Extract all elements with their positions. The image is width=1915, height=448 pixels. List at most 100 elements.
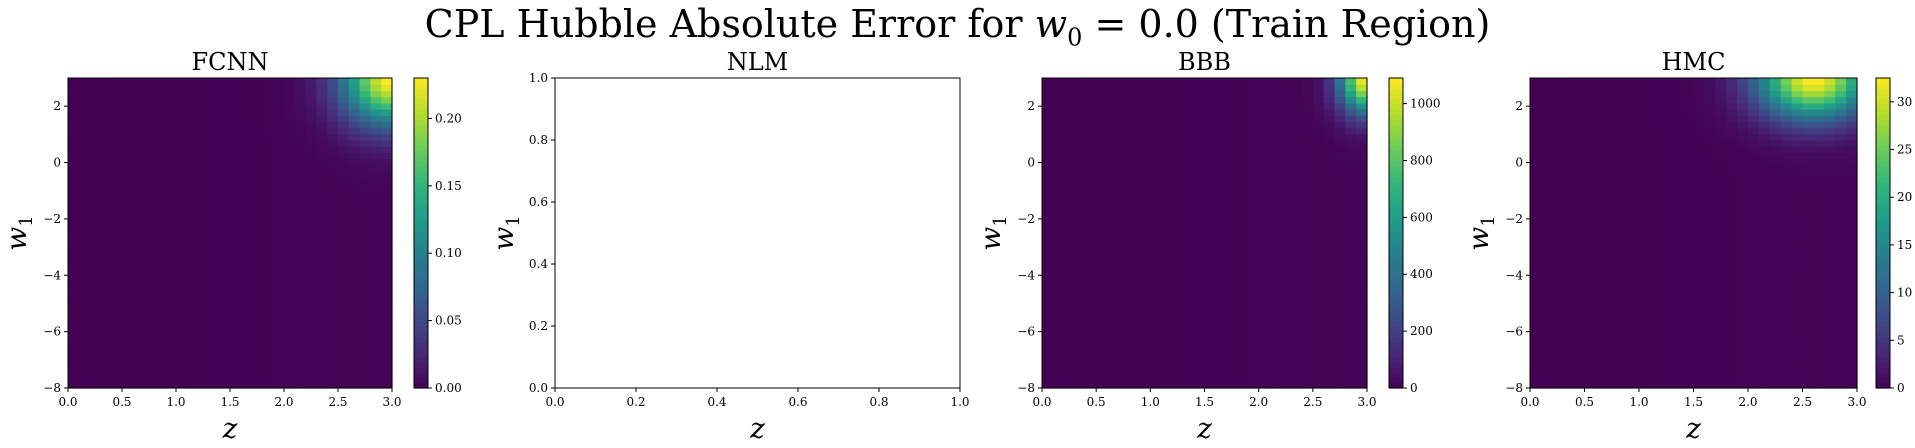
heatmap-cell bbox=[176, 177, 188, 184]
colorbar-segment bbox=[1389, 326, 1403, 332]
heatmap-cell bbox=[1835, 152, 1847, 160]
heatmap-cell bbox=[1258, 146, 1271, 153]
heatmap-cell bbox=[1150, 183, 1162, 191]
heatmap-cell bbox=[1584, 171, 1596, 178]
heatmap-cell bbox=[1356, 115, 1368, 122]
heatmap-cell bbox=[111, 226, 123, 234]
heatmap-cell bbox=[1247, 295, 1260, 302]
heatmap-cell bbox=[1334, 183, 1346, 191]
heatmap-cell bbox=[1161, 332, 1173, 339]
heatmap-cell bbox=[176, 332, 188, 339]
heatmap-cell bbox=[1117, 245, 1130, 253]
heatmap-cell bbox=[1128, 369, 1141, 377]
heatmap-cell bbox=[316, 189, 328, 197]
heatmap-cell bbox=[208, 350, 220, 358]
heatmap-cell bbox=[1562, 319, 1575, 327]
heatmap-cell bbox=[1291, 350, 1303, 358]
heatmap-cell bbox=[348, 233, 361, 240]
heatmap-cell bbox=[1215, 146, 1227, 153]
heatmap-cell bbox=[1540, 171, 1553, 178]
heatmap-cell bbox=[1302, 90, 1314, 98]
heatmap-cell bbox=[78, 375, 91, 383]
heatmap-cell bbox=[1693, 338, 1705, 346]
heatmap-cell bbox=[1150, 133, 1162, 141]
heatmap-cell bbox=[327, 357, 339, 364]
heatmap-cell bbox=[1150, 344, 1162, 352]
heatmap-cell bbox=[154, 177, 166, 184]
heatmap-cell bbox=[1258, 369, 1271, 377]
heatmap-cell bbox=[1172, 109, 1184, 116]
heatmap-cell bbox=[1737, 164, 1749, 172]
heatmap-cell bbox=[1323, 233, 1336, 240]
heatmap-cell bbox=[1802, 239, 1814, 246]
heatmap-cell bbox=[176, 363, 188, 370]
heatmap-cell bbox=[186, 350, 199, 358]
heatmap-cell bbox=[294, 381, 307, 389]
heatmap-cell bbox=[1052, 357, 1065, 364]
heatmap-cell bbox=[1237, 171, 1249, 178]
heatmap-cell bbox=[68, 313, 80, 321]
y-tick-label: −8 bbox=[43, 381, 61, 395]
heatmap-cell bbox=[1323, 90, 1336, 98]
heatmap-cell bbox=[1107, 146, 1119, 153]
heatmap-cell bbox=[1334, 264, 1346, 271]
heatmap-cell bbox=[1562, 133, 1575, 141]
heatmap-cell bbox=[1726, 270, 1738, 277]
colorbar-segment bbox=[1389, 233, 1403, 239]
colorbar-segment bbox=[1876, 78, 1890, 84]
heatmap-cell bbox=[1323, 78, 1336, 85]
x-tick-label: 0.4 bbox=[707, 395, 726, 409]
heatmap-cell bbox=[1345, 189, 1357, 197]
heatmap-cell bbox=[1107, 369, 1119, 377]
heatmap-cell bbox=[1258, 220, 1271, 228]
heatmap-cell bbox=[1215, 338, 1227, 346]
heatmap-cell bbox=[1835, 140, 1847, 147]
heatmap-cell bbox=[273, 78, 285, 85]
heatmap-cell bbox=[1791, 239, 1804, 246]
heatmap-cell bbox=[68, 202, 80, 209]
heatmap-cell bbox=[1139, 326, 1151, 333]
heatmap-cell bbox=[1540, 338, 1553, 346]
heatmap-cell bbox=[1813, 350, 1825, 358]
heatmap-cell bbox=[1802, 344, 1814, 352]
heatmap-cell bbox=[1063, 226, 1076, 234]
heatmap-cell bbox=[154, 344, 166, 352]
heatmap-cell bbox=[1584, 369, 1596, 377]
heatmap-cell bbox=[348, 115, 361, 122]
heatmap-cell bbox=[1758, 233, 1771, 240]
heatmap-cell bbox=[1715, 233, 1727, 240]
figure-title-text: CPL Hubble Absolute Error for bbox=[424, 2, 1035, 46]
heatmap-cell bbox=[111, 171, 123, 178]
heatmap-cell bbox=[1204, 239, 1216, 246]
heatmap-cell bbox=[1074, 375, 1086, 383]
heatmap-cell bbox=[1715, 295, 1727, 302]
heatmap-cell bbox=[1204, 214, 1216, 222]
heatmap-cell bbox=[305, 133, 317, 141]
heatmap-cell bbox=[1128, 78, 1141, 85]
heatmap-cell bbox=[1540, 313, 1553, 321]
heatmap-cell bbox=[78, 245, 91, 253]
heatmap-cell bbox=[1573, 226, 1586, 234]
heatmap-cell bbox=[1758, 245, 1771, 253]
heatmap-cell bbox=[1172, 158, 1184, 166]
heatmap-cell bbox=[1573, 102, 1586, 110]
heatmap-cell bbox=[359, 282, 371, 290]
heatmap-cell bbox=[154, 257, 166, 265]
heatmap-cell bbox=[1639, 226, 1651, 234]
heatmap-cell bbox=[338, 257, 350, 265]
heatmap-cell bbox=[1726, 208, 1738, 215]
heatmap-cell bbox=[1193, 115, 1206, 122]
colorbar-segment bbox=[1876, 186, 1890, 193]
heatmap-cell bbox=[1649, 350, 1662, 358]
heatmap-cell bbox=[284, 220, 296, 228]
heatmap-cell bbox=[1551, 195, 1564, 203]
heatmap-cell bbox=[1063, 369, 1076, 377]
heatmap-cell bbox=[1204, 133, 1216, 141]
heatmap-cell bbox=[251, 288, 263, 296]
heatmap-cell bbox=[251, 357, 263, 364]
heatmap-cell bbox=[1117, 220, 1130, 228]
heatmap-cell bbox=[1193, 133, 1206, 141]
heatmap-cell bbox=[1323, 140, 1336, 147]
heatmap-cell bbox=[100, 363, 112, 370]
heatmap-cell bbox=[294, 276, 307, 284]
